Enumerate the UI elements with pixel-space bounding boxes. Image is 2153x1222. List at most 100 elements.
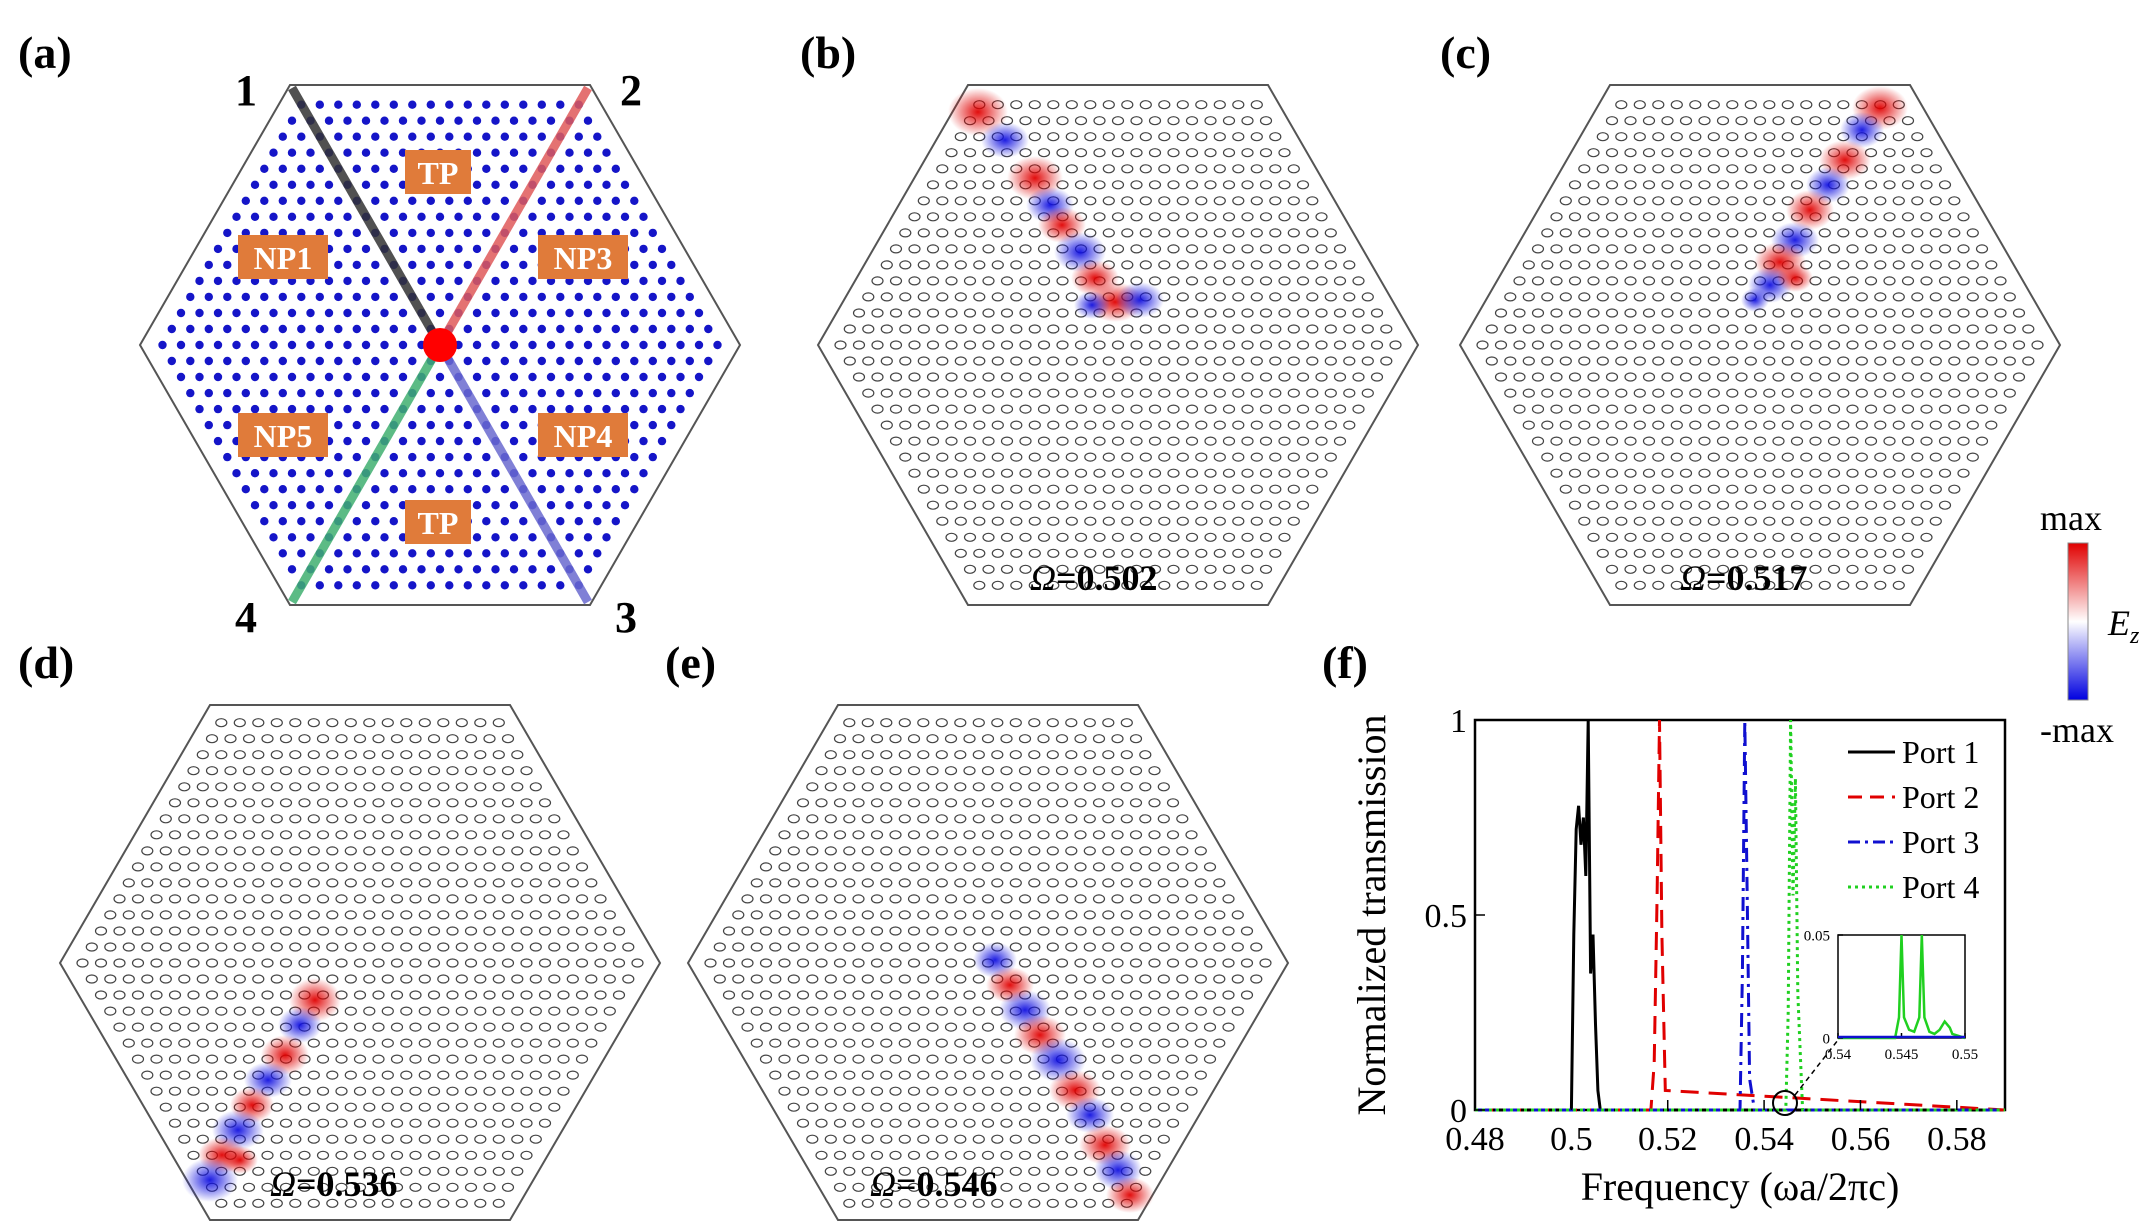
- air-hole: [159, 1070, 172, 1080]
- air-hole: [1241, 148, 1254, 158]
- air-hole: [1938, 468, 1952, 478]
- air-hole: [1596, 164, 1609, 174]
- air-hole: [787, 942, 800, 952]
- air-hole: [1380, 356, 1393, 366]
- air-hole: [1901, 404, 1915, 414]
- air-hole: [501, 766, 515, 776]
- omega-symbol: Ω: [270, 1164, 296, 1204]
- air-hole: [1494, 372, 1508, 382]
- air-hole: [1111, 180, 1125, 190]
- air-hole: [732, 910, 745, 920]
- air-hole: [353, 958, 367, 968]
- air-hole: [622, 974, 635, 984]
- air-hole: [316, 926, 330, 936]
- air-hole: [1938, 180, 1952, 190]
- air-hole: [926, 862, 939, 872]
- air-hole: [1213, 356, 1226, 366]
- air-hole: [1167, 340, 1180, 350]
- air-hole: [1827, 500, 1841, 510]
- air-hole: [1259, 436, 1273, 446]
- air-hole: [945, 308, 958, 318]
- air-hole: [1615, 548, 1628, 558]
- air-hole: [196, 974, 209, 984]
- air-hole: [242, 830, 256, 840]
- air-hole: [973, 452, 986, 462]
- air-hole: [1901, 340, 1915, 350]
- air-hole: [1550, 308, 1563, 318]
- air-hole: [1222, 148, 1236, 158]
- air-hole: [1642, 404, 1656, 414]
- air-hole: [1994, 308, 2007, 318]
- rod: [278, 132, 287, 141]
- air-hole: [1148, 1150, 1161, 1160]
- air-hole: [1037, 276, 1051, 286]
- air-hole: [1139, 548, 1152, 558]
- air-hole: [474, 910, 487, 920]
- air-hole: [991, 782, 1004, 792]
- rod: [223, 356, 232, 366]
- svg-text:Ω=0.517: Ω=0.517: [1680, 558, 1808, 598]
- air-hole: [1204, 372, 1217, 382]
- air-hole: [1176, 228, 1189, 238]
- air-hole: [1018, 798, 1032, 808]
- air-hole: [205, 734, 219, 744]
- air-hole: [1130, 564, 1143, 574]
- air-hole: [1624, 212, 1637, 222]
- air-hole: [1948, 388, 1961, 398]
- air-hole: [917, 1134, 930, 1144]
- air-hole: [1605, 276, 1619, 286]
- rod: [630, 485, 639, 494]
- air-hole: [935, 750, 948, 760]
- rod: [297, 164, 306, 173]
- air-hole: [538, 894, 552, 904]
- air-hole: [1269, 548, 1282, 558]
- panel-b-label: (b): [800, 27, 856, 78]
- rod: [176, 372, 186, 382]
- air-hole: [1772, 212, 1785, 222]
- air-hole: [1541, 420, 1554, 430]
- air-hole: [898, 718, 911, 728]
- air-hole: [252, 974, 265, 984]
- air-hole: [1296, 180, 1310, 190]
- air-hole: [1083, 1038, 1096, 1048]
- air-hole: [1102, 228, 1115, 238]
- air-hole: [1772, 148, 1785, 158]
- air-hole: [1892, 548, 1905, 558]
- air-hole: [1092, 926, 1106, 936]
- air-hole: [1148, 532, 1162, 542]
- air-hole: [935, 942, 948, 952]
- rod: [389, 388, 398, 398]
- rod: [324, 565, 334, 574]
- air-hole: [1130, 500, 1143, 510]
- air-hole: [1111, 564, 1125, 574]
- air-hole: [1901, 148, 1915, 158]
- panel-a-label: (a): [18, 27, 72, 78]
- air-hole: [501, 862, 515, 872]
- air-hole: [1504, 356, 1517, 366]
- air-hole: [1111, 1022, 1124, 1032]
- air-hole: [363, 814, 376, 824]
- air-hole: [1633, 164, 1646, 174]
- rod: [343, 148, 352, 157]
- air-hole: [289, 974, 302, 984]
- air-hole: [316, 862, 330, 872]
- air-hole: [1129, 1022, 1143, 1032]
- rod: [500, 292, 509, 302]
- air-hole: [1010, 260, 1023, 270]
- air-hole: [1315, 244, 1328, 254]
- air-hole: [1837, 580, 1850, 590]
- air-hole: [1343, 324, 1356, 334]
- air-hole: [335, 926, 348, 936]
- legend-label: Port 2: [1902, 779, 1979, 815]
- air-hole: [390, 926, 404, 936]
- air-hole: [963, 1182, 976, 1192]
- air-hole: [1855, 196, 1868, 206]
- air-hole: [1102, 324, 1115, 334]
- air-hole: [1157, 1006, 1170, 1016]
- air-hole: [427, 798, 441, 808]
- air-hole: [963, 436, 977, 446]
- rod: [657, 372, 667, 382]
- rod: [482, 100, 491, 109]
- air-hole: [1324, 324, 1337, 334]
- rod: [500, 549, 509, 558]
